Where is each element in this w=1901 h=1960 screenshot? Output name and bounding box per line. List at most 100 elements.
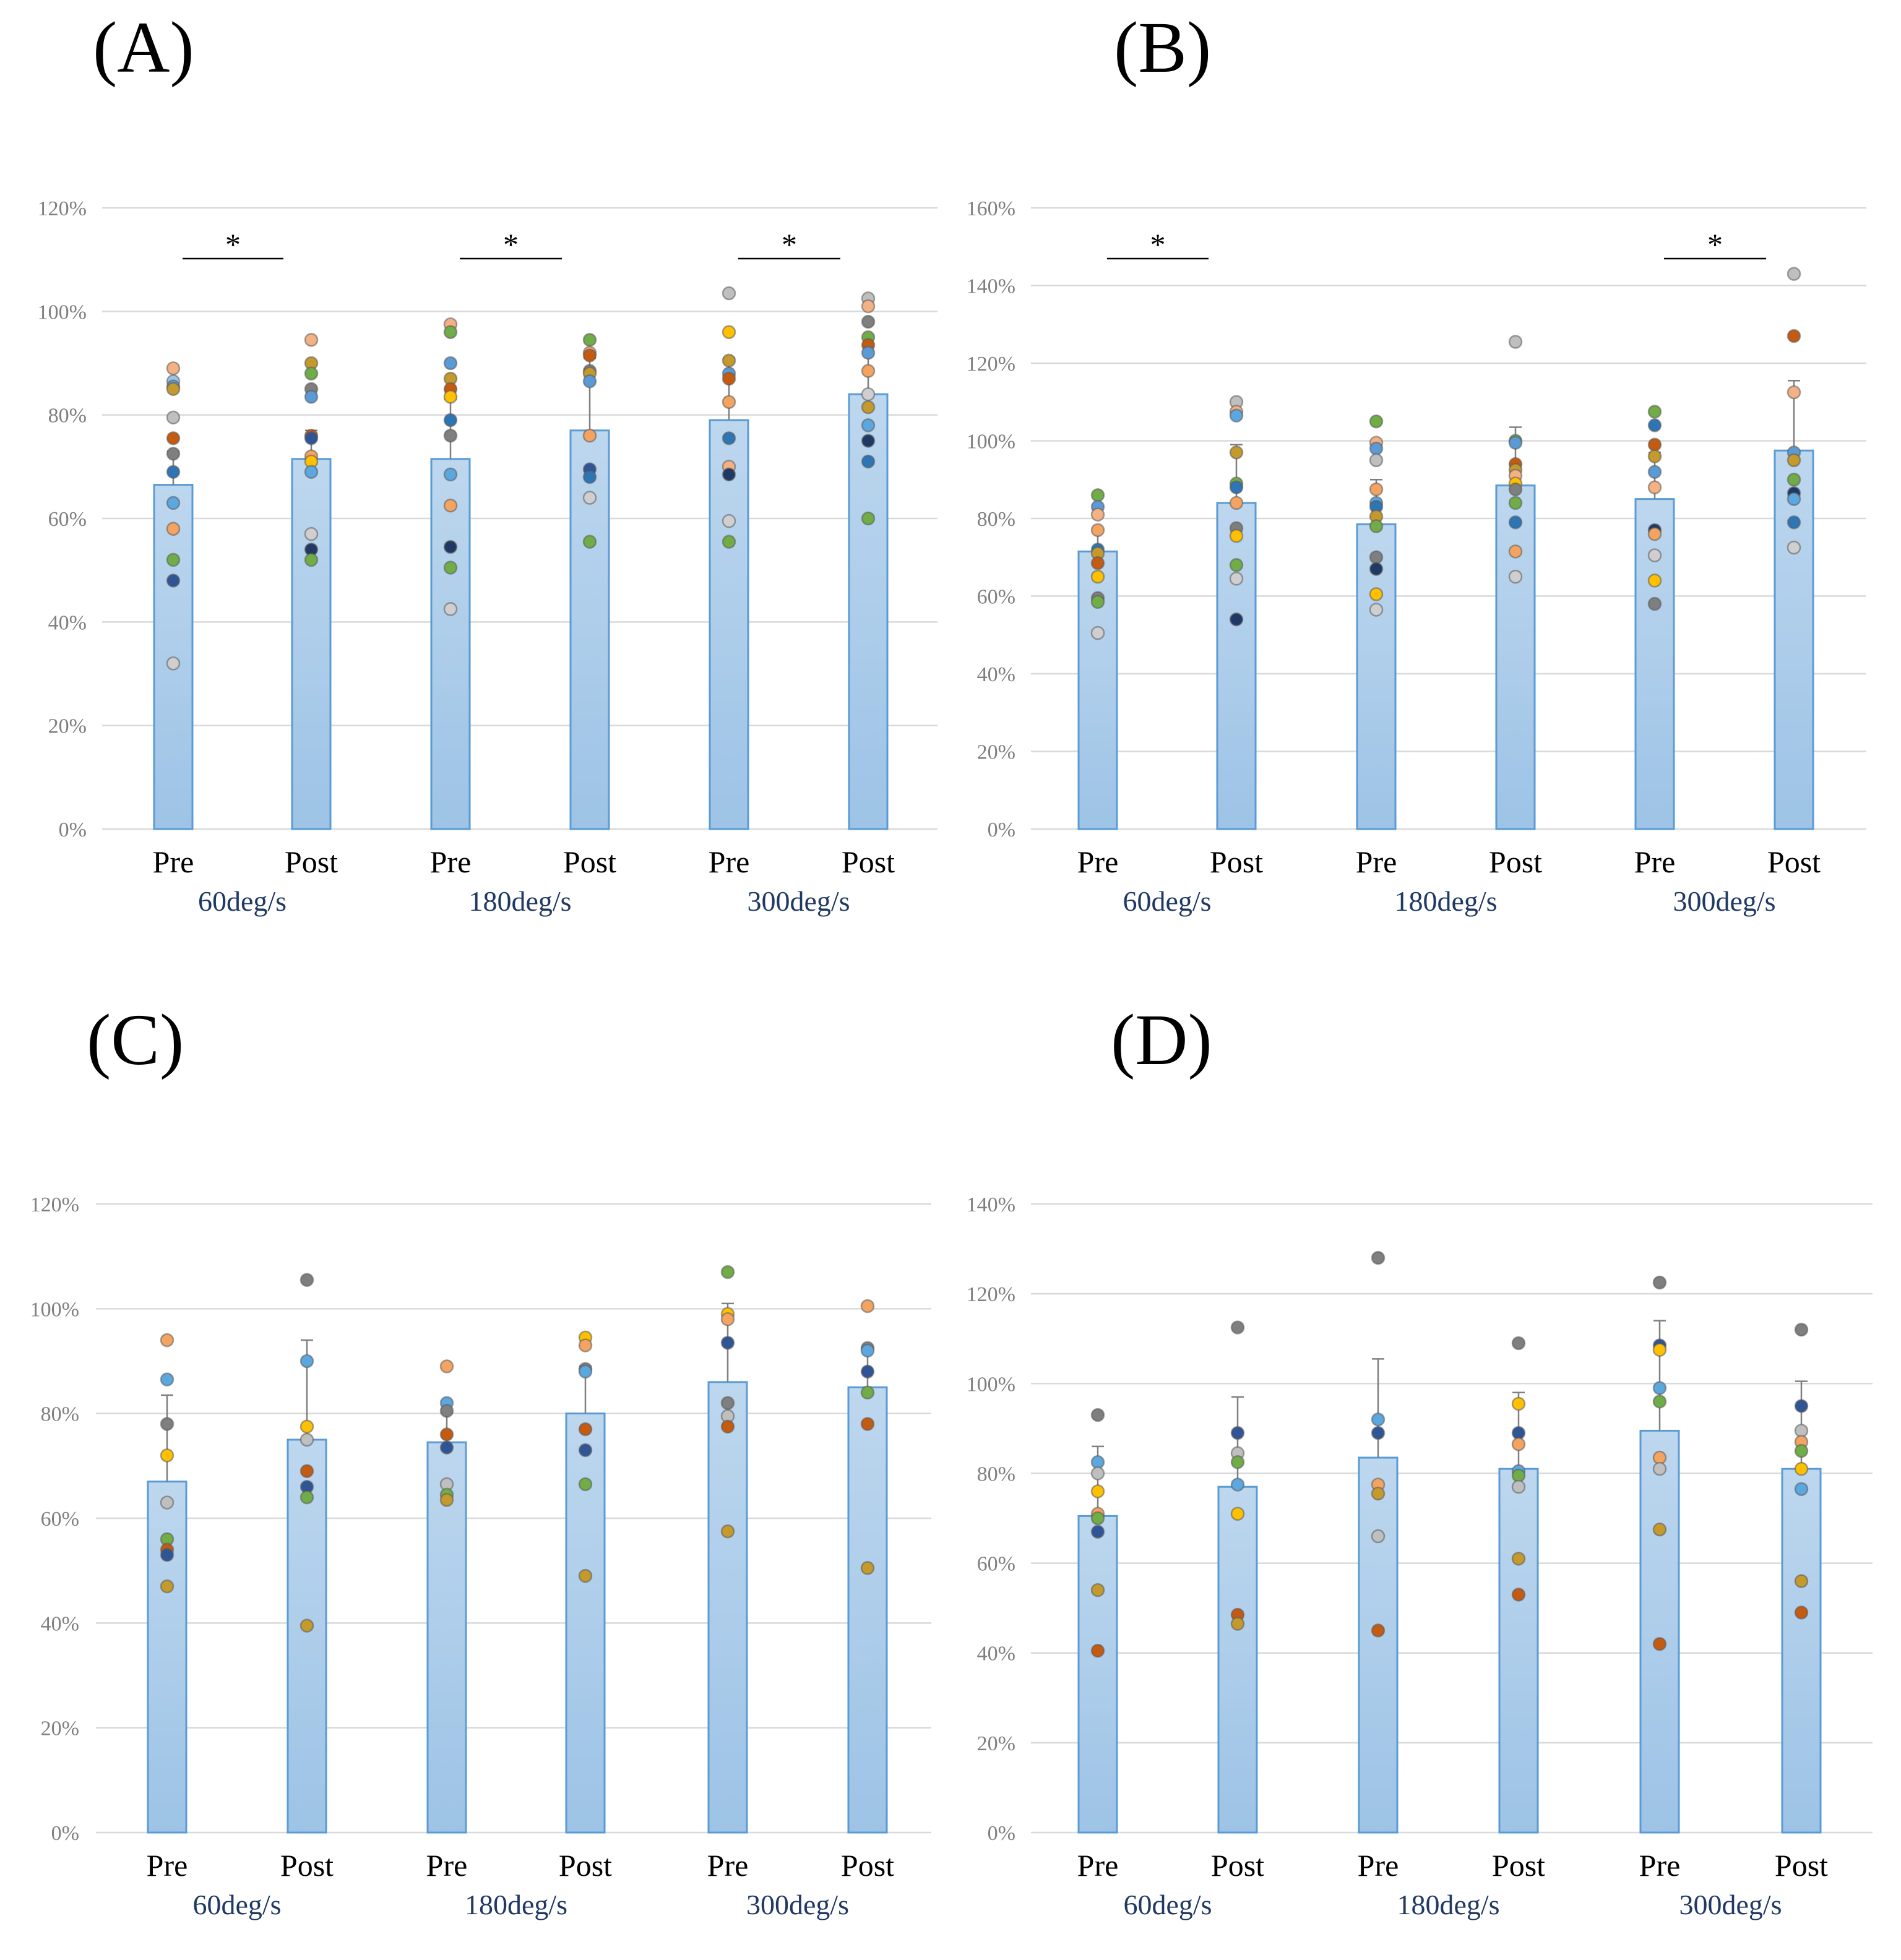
y-tick-label: 160% xyxy=(967,197,1015,220)
data-point xyxy=(1647,480,1662,495)
data-point xyxy=(578,1422,593,1437)
data-point xyxy=(166,656,181,671)
data-point xyxy=(1369,562,1384,576)
y-tick-label: 100% xyxy=(967,431,1015,453)
x-category-label: Pre xyxy=(153,845,194,879)
data-point xyxy=(443,325,458,340)
data-point xyxy=(1647,596,1662,611)
data-point xyxy=(722,431,736,445)
data-point xyxy=(1787,540,1801,555)
data-point xyxy=(300,1490,314,1505)
data-point xyxy=(166,465,181,479)
data-point xyxy=(443,467,458,482)
data-point xyxy=(1647,574,1662,588)
significance-star: * xyxy=(1707,227,1723,262)
data-point xyxy=(1229,612,1244,627)
data-point xyxy=(861,454,876,469)
chart-panel-a: 0% 20% 40% 60% 80% 100% 120% * * * Pre Post Pre Post P… xyxy=(38,197,938,917)
data-point xyxy=(1371,1623,1386,1638)
data-point xyxy=(1511,1552,1526,1566)
y-tick-label: 0% xyxy=(988,819,1015,841)
data-point xyxy=(166,447,181,461)
bar xyxy=(569,429,610,830)
data-point xyxy=(443,539,458,554)
data-point xyxy=(439,1404,454,1418)
data-point xyxy=(861,346,876,360)
x-category-label: Pre xyxy=(426,1848,468,1883)
data-point xyxy=(443,413,458,428)
data-point xyxy=(1371,1486,1386,1501)
bar xyxy=(1358,1456,1399,1834)
data-point xyxy=(1647,437,1662,452)
data-point xyxy=(1511,1479,1526,1494)
data-point xyxy=(860,1385,875,1400)
data-point xyxy=(1230,1455,1245,1469)
significance-star: * xyxy=(225,227,241,262)
x-category-label: Post xyxy=(1775,1848,1828,1883)
x-category-label: Pre xyxy=(147,1848,188,1883)
data-point xyxy=(1794,1482,1809,1497)
x-category-label: Pre xyxy=(709,845,750,879)
data-point xyxy=(1647,465,1662,479)
data-point xyxy=(166,410,181,425)
data-point xyxy=(860,1417,875,1431)
data-point xyxy=(1794,1574,1809,1588)
data-point xyxy=(1090,1511,1105,1526)
y-tick-label: 120% xyxy=(967,1283,1015,1306)
data-point xyxy=(722,353,736,368)
significance-star: * xyxy=(782,227,797,262)
data-point xyxy=(1647,405,1662,419)
data-point xyxy=(300,1273,314,1287)
y-tick-label: 60% xyxy=(41,1508,79,1531)
data-point xyxy=(304,431,319,445)
data-point xyxy=(1230,1507,1245,1521)
data-point xyxy=(720,1524,735,1539)
data-point xyxy=(160,1495,175,1510)
data-point xyxy=(1229,480,1244,495)
data-point xyxy=(578,1568,593,1583)
x-group-label: 300deg/s xyxy=(1673,885,1775,917)
data-point xyxy=(861,314,876,329)
significance-star: * xyxy=(1150,227,1166,262)
data-point xyxy=(1090,556,1105,570)
data-point xyxy=(443,498,458,513)
data-point xyxy=(439,1427,454,1442)
y-tick-label: 20% xyxy=(41,1717,79,1740)
data-point xyxy=(582,374,597,389)
data-point xyxy=(160,1448,175,1463)
data-point xyxy=(1369,603,1384,617)
x-category-label: Post xyxy=(280,1848,334,1883)
x-category-label: Post xyxy=(842,845,895,879)
data-point xyxy=(1511,1437,1526,1451)
data-point xyxy=(1652,1381,1667,1395)
x-group-label: 60deg/s xyxy=(198,885,287,917)
y-tick-label: 20% xyxy=(48,715,87,738)
data-point xyxy=(722,325,736,340)
data-point xyxy=(1090,507,1105,522)
data-point xyxy=(160,1548,175,1562)
data-point xyxy=(1369,414,1384,429)
data-point xyxy=(1508,496,1523,510)
data-point xyxy=(1090,488,1105,502)
data-point xyxy=(1369,482,1384,497)
panel-label-a: (A) xyxy=(93,7,194,88)
data-point xyxy=(1508,515,1523,530)
data-point xyxy=(582,333,597,347)
x-group-label: 60deg/s xyxy=(1123,885,1211,917)
bar xyxy=(1498,1468,1539,1834)
data-point xyxy=(720,1336,735,1350)
data-point xyxy=(1508,335,1523,349)
y-tick-label: 80% xyxy=(977,508,1015,531)
data-point xyxy=(1090,1583,1105,1597)
data-point xyxy=(166,382,181,397)
bar xyxy=(847,1386,888,1834)
y-tick-label: 100% xyxy=(30,1298,79,1321)
data-point xyxy=(1369,550,1384,564)
x-category-label: Post xyxy=(563,845,616,879)
x-category-label: Pre xyxy=(1639,1848,1681,1883)
bar xyxy=(1216,502,1257,830)
data-point xyxy=(1647,548,1662,562)
data-point xyxy=(1090,1408,1105,1422)
data-point xyxy=(1229,408,1244,423)
